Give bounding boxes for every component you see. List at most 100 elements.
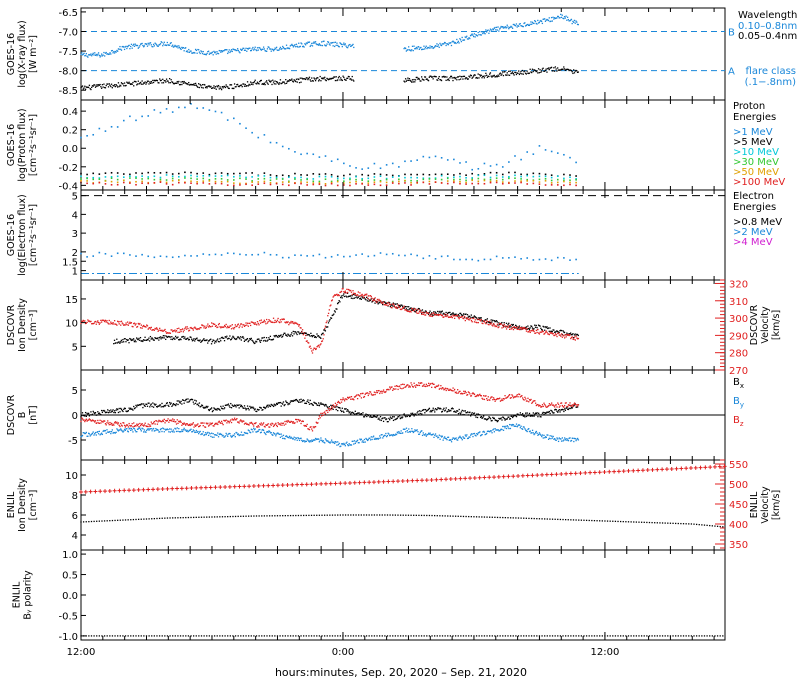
- data-point: [480, 319, 483, 321]
- data-point: [468, 319, 470, 321]
- data-point: [529, 430, 531, 432]
- data-point: [405, 427, 408, 429]
- data-point: [420, 430, 422, 432]
- data-point: [369, 299, 371, 301]
- data-point: [398, 178, 400, 181]
- data-point: [139, 424, 142, 427]
- data-point: [217, 340, 220, 343]
- data-point: [275, 48, 277, 50]
- data-point: [266, 340, 268, 342]
- data-point: [272, 338, 275, 340]
- data-point: [471, 258, 474, 261]
- data-point: [502, 26, 504, 28]
- data-point: [231, 50, 233, 53]
- data-point: [268, 430, 270, 432]
- data-point: [538, 412, 540, 414]
- data-point: [471, 168, 474, 171]
- data-point: [122, 83, 124, 85]
- data-point: [523, 70, 525, 73]
- data-point: [306, 423, 308, 426]
- data-point: [327, 407, 330, 410]
- data-point: [224, 325, 227, 328]
- data-point: [410, 181, 412, 184]
- data-point: [214, 182, 217, 185]
- data-point: [230, 338, 233, 340]
- data-point: [286, 421, 288, 423]
- data-point: [238, 337, 240, 339]
- data-point: [563, 335, 565, 337]
- data-point: [329, 305, 331, 307]
- data-point: [321, 340, 324, 342]
- data-point: [422, 432, 424, 434]
- data-point: [307, 399, 309, 401]
- data-point: [487, 321, 489, 323]
- data-point: [349, 181, 351, 184]
- data-point: [454, 41, 456, 44]
- data-point: [421, 309, 424, 311]
- data-point: [555, 404, 557, 406]
- data-point: [208, 424, 211, 426]
- data-point: [237, 421, 240, 423]
- data-point: [175, 82, 177, 84]
- data-point: [489, 322, 491, 324]
- data-point: [309, 79, 311, 81]
- data-point: [453, 410, 456, 412]
- data-point: [168, 428, 171, 430]
- data-point: [194, 326, 196, 328]
- data-point: [184, 106, 186, 109]
- data-point: [314, 79, 317, 82]
- data-point: [231, 418, 233, 420]
- data-point: [204, 434, 206, 436]
- data-point: [464, 434, 466, 436]
- data-point: [541, 329, 544, 331]
- data-point: [171, 111, 174, 113]
- data-point: [165, 428, 168, 431]
- data-point: [478, 34, 480, 36]
- data-point: [218, 49, 220, 52]
- data-point: [184, 175, 186, 178]
- data-point: [353, 440, 356, 442]
- data-point: [118, 85, 120, 88]
- data-point: [89, 435, 91, 437]
- data-point: [213, 323, 215, 325]
- data-point: [518, 328, 521, 331]
- data-point: [232, 335, 234, 338]
- data-point: [526, 180, 529, 182]
- data-point: [345, 295, 347, 297]
- data-point: [451, 407, 453, 409]
- data-point: [113, 343, 115, 345]
- data-point: [413, 78, 415, 81]
- data-point: [217, 323, 220, 326]
- data-point: [146, 325, 149, 327]
- data-point: [424, 310, 427, 312]
- data-point: [505, 26, 507, 28]
- data-point: [294, 321, 296, 324]
- data-point: [566, 333, 568, 336]
- data-point: [246, 408, 248, 410]
- data-point: [469, 37, 471, 40]
- data-point: [540, 434, 542, 436]
- data-point: [276, 49, 279, 51]
- data-point: [122, 252, 125, 255]
- data-point: [94, 52, 96, 54]
- data-point: [382, 437, 384, 439]
- data-point: [129, 254, 131, 256]
- data-point: [515, 415, 518, 418]
- data-point: [155, 429, 158, 431]
- data-point: [574, 22, 576, 24]
- data-point: [324, 155, 327, 157]
- data-point: [545, 406, 547, 408]
- data-point: [396, 431, 398, 433]
- data-point: [243, 405, 246, 407]
- data-point: [295, 399, 297, 401]
- data-point: [103, 409, 105, 412]
- data-point: [249, 422, 251, 424]
- data-point: [483, 431, 486, 433]
- data-point: [381, 417, 383, 420]
- data-point: [92, 182, 95, 185]
- data-point: [141, 42, 143, 45]
- data-point: [442, 76, 444, 78]
- data-point: [405, 385, 408, 387]
- data-point: [297, 323, 299, 326]
- data-point: [325, 409, 327, 412]
